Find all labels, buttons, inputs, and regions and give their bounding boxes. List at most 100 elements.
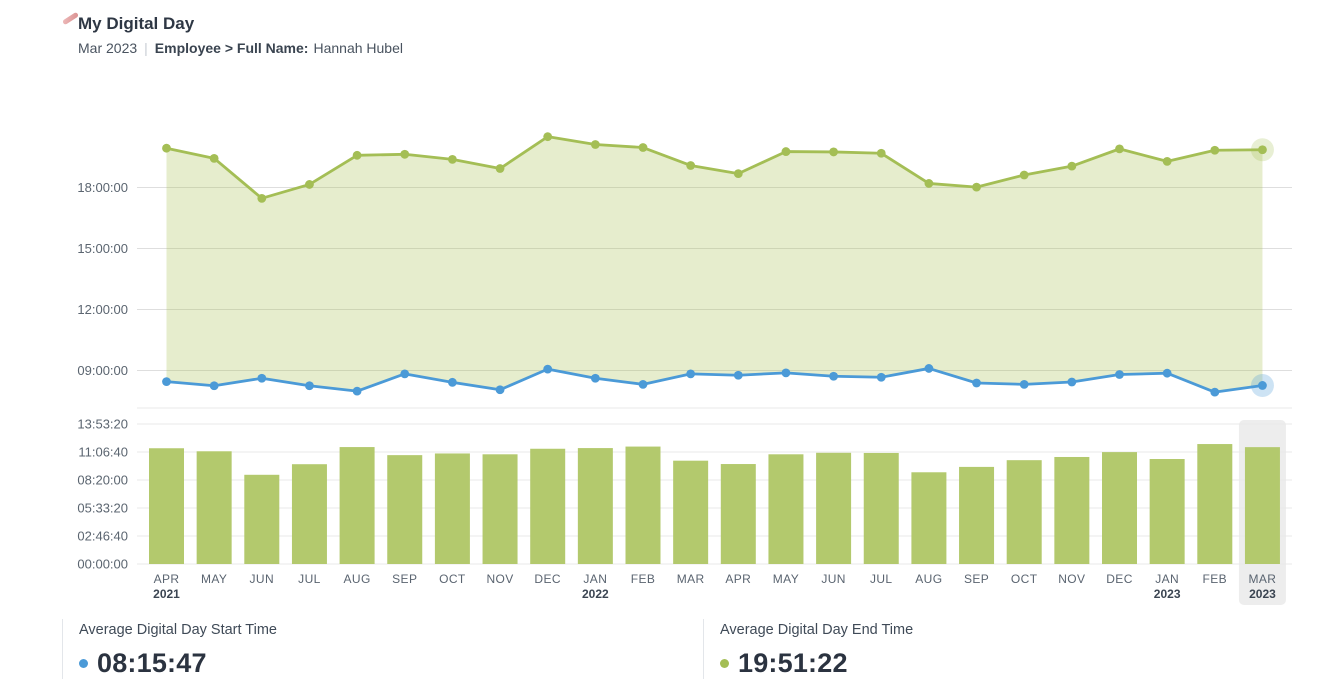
duration-bar[interactable] bbox=[291, 464, 327, 564]
x-tick-month-label: JAN bbox=[1155, 572, 1179, 586]
duration-bar[interactable] bbox=[339, 447, 375, 564]
end-time-point[interactable] bbox=[305, 180, 314, 189]
duration-bar[interactable] bbox=[1102, 452, 1137, 564]
duration-bar[interactable] bbox=[577, 448, 613, 564]
start-time-point[interactable] bbox=[400, 369, 410, 379]
duration-bar[interactable] bbox=[816, 452, 852, 564]
filter-summary: Mar 2023 | Employee > Full Name: Hannah Hub… bbox=[78, 40, 403, 56]
end-time-point[interactable] bbox=[1019, 170, 1029, 180]
x-tick-month-label: NOV bbox=[1058, 572, 1085, 586]
start-time-point[interactable] bbox=[1115, 370, 1124, 379]
duration-bar[interactable] bbox=[530, 448, 566, 564]
start-time-point[interactable] bbox=[1258, 381, 1267, 390]
start-time-point[interactable] bbox=[543, 364, 553, 374]
start-time-point[interactable] bbox=[1067, 377, 1077, 387]
kpi-end-label: Average Digital Day End Time bbox=[720, 622, 914, 638]
duration-bar[interactable] bbox=[768, 454, 804, 564]
start-time-point[interactable] bbox=[495, 385, 505, 395]
end-time-point[interactable] bbox=[1258, 145, 1267, 155]
end-time-point[interactable] bbox=[162, 143, 171, 153]
start-time-point[interactable] bbox=[162, 377, 171, 387]
end-time-point[interactable] bbox=[590, 140, 600, 149]
x-tick-year-label: 2023 bbox=[1249, 587, 1276, 601]
duration-bar[interactable] bbox=[434, 453, 470, 564]
kpi-end-time: Average Digital Day End Time 19:51:22 bbox=[703, 619, 1325, 679]
start-time-point[interactable] bbox=[924, 364, 934, 373]
start-time-point[interactable] bbox=[1210, 387, 1220, 397]
duration-bar[interactable] bbox=[673, 460, 709, 564]
start-time-legend-dot bbox=[79, 659, 88, 668]
end-time-point[interactable] bbox=[1115, 144, 1124, 154]
duration-bar[interactable] bbox=[1006, 460, 1042, 564]
y-tick-label: 12:00:00 bbox=[77, 302, 128, 317]
start-time-point[interactable] bbox=[1162, 368, 1172, 378]
duration-bar[interactable] bbox=[196, 451, 232, 564]
x-tick-month-label: SEP bbox=[392, 572, 417, 586]
start-time-point[interactable] bbox=[257, 373, 267, 383]
end-time-point[interactable] bbox=[686, 161, 696, 170]
start-time-point[interactable] bbox=[781, 368, 791, 378]
x-tick-month-label: APR bbox=[154, 572, 180, 586]
end-time-point[interactable] bbox=[1162, 157, 1172, 166]
start-time-line bbox=[166, 367, 1263, 394]
period-label: Mar 2023 bbox=[78, 39, 138, 56]
x-tick-month-label: MAR bbox=[1249, 572, 1277, 586]
end-time-point[interactable] bbox=[448, 154, 457, 164]
start-time-point[interactable] bbox=[590, 373, 600, 383]
digital-day-range-area bbox=[166, 136, 1263, 393]
x-tick-month-label: NOV bbox=[486, 572, 513, 586]
start-time-point[interactable] bbox=[686, 369, 696, 379]
end-time-point[interactable] bbox=[733, 169, 743, 179]
filter-value: Hannah Hubel bbox=[313, 39, 403, 56]
duration-bar[interactable] bbox=[482, 454, 518, 564]
duration-bar[interactable] bbox=[1244, 447, 1280, 564]
end-time-point[interactable] bbox=[495, 164, 505, 173]
end-time-point[interactable] bbox=[781, 147, 791, 156]
kpi-start-label: Average Digital Day Start Time bbox=[79, 622, 277, 638]
filter-divider: | bbox=[144, 39, 148, 56]
start-time-point[interactable] bbox=[209, 381, 219, 391]
end-time-point[interactable] bbox=[1210, 145, 1220, 155]
start-time-point[interactable] bbox=[305, 381, 314, 391]
duration-bar[interactable] bbox=[149, 448, 184, 564]
end-time-point[interactable] bbox=[352, 150, 362, 160]
duration-bar[interactable] bbox=[911, 472, 947, 564]
end-time-point[interactable] bbox=[400, 149, 410, 159]
end-time-point[interactable] bbox=[638, 143, 648, 152]
x-tick-month-label: DEC bbox=[534, 572, 561, 586]
duration-bar[interactable] bbox=[720, 464, 756, 564]
kpi-legend-row: Average Digital Day Start Time 08:15:47 … bbox=[62, 619, 1325, 679]
start-time-point[interactable] bbox=[972, 378, 981, 388]
duration-bar[interactable] bbox=[863, 452, 899, 564]
duration-bar[interactable] bbox=[1149, 459, 1185, 564]
x-tick-year-label: 2023 bbox=[1154, 587, 1181, 601]
duration-bar[interactable] bbox=[387, 455, 423, 564]
start-time-point[interactable] bbox=[352, 386, 362, 396]
duration-bar[interactable] bbox=[959, 466, 995, 564]
duration-bar[interactable] bbox=[625, 446, 661, 564]
end-time-point[interactable] bbox=[1067, 161, 1077, 171]
duration-bar[interactable] bbox=[244, 474, 280, 564]
duration-bar[interactable] bbox=[1197, 444, 1233, 564]
start-time-point[interactable] bbox=[448, 377, 457, 387]
end-time-point[interactable] bbox=[972, 182, 981, 192]
duration-bar[interactable] bbox=[1054, 456, 1090, 564]
start-time-point[interactable] bbox=[733, 370, 743, 380]
end-time-point[interactable] bbox=[829, 147, 838, 157]
end-time-point[interactable] bbox=[209, 153, 219, 163]
x-tick-month-label: SEP bbox=[964, 572, 989, 586]
end-time-point[interactable] bbox=[257, 193, 267, 203]
x-tick-month-label: OCT bbox=[439, 572, 466, 586]
x-tick-month-label: JUL bbox=[298, 572, 321, 586]
end-time-point[interactable] bbox=[924, 179, 934, 188]
start-time-point[interactable] bbox=[876, 372, 886, 382]
end-time-point[interactable] bbox=[543, 132, 553, 142]
start-time-point[interactable] bbox=[1019, 379, 1029, 389]
start-time-point[interactable] bbox=[638, 379, 648, 389]
filter-field-label: Employee > Full Name: bbox=[154, 39, 309, 56]
end-time-point[interactable] bbox=[876, 148, 886, 158]
x-tick-month-label: MAY bbox=[773, 572, 799, 586]
start-time-point[interactable] bbox=[829, 371, 838, 381]
